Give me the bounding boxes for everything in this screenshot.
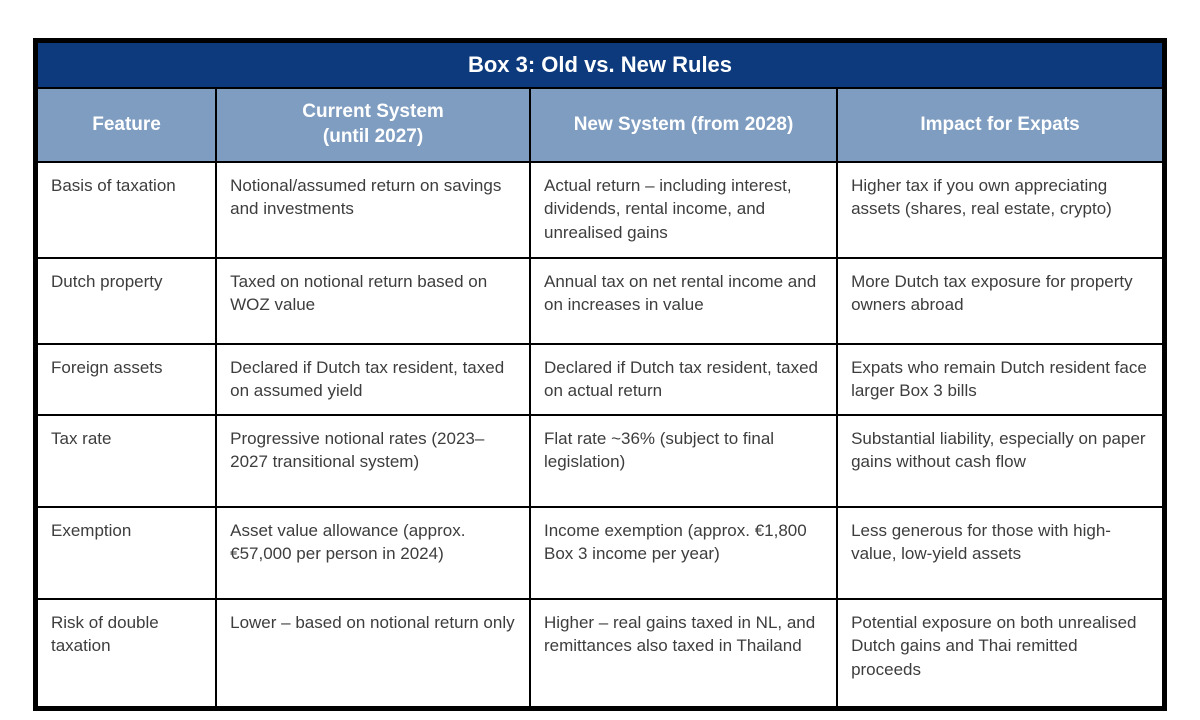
cell-impact: More Dutch tax exposure for property own… [836, 257, 1166, 345]
cell-current-system: Asset value allowance (approx. €57,000 p… [215, 505, 531, 600]
cell-current-system: Lower – based on notional return only [215, 597, 531, 710]
table-header-row: Feature Current System (until 2027) New … [34, 87, 1166, 163]
table-row: Risk of double taxation Lower – based on… [34, 597, 1166, 710]
column-header-impact: Impact for Expats [836, 87, 1166, 163]
cell-feature: Basis of taxation [34, 161, 218, 259]
cell-feature: Tax rate [34, 413, 218, 508]
cell-current-system: Taxed on notional return based on WOZ va… [215, 257, 531, 345]
table-row: Exemption Asset value allowance (approx.… [34, 505, 1166, 600]
column-header-current-system: Current System (until 2027) [215, 87, 531, 163]
cell-new-system: Actual return – including interest, divi… [528, 161, 839, 259]
cell-new-system: Flat rate ~36% (subject to final legisla… [528, 413, 839, 508]
cell-feature: Dutch property [34, 257, 218, 345]
cell-current-system: Notional/assumed return on savings and i… [215, 161, 531, 259]
table-title-row: Box 3: Old vs. New Rules [34, 39, 1166, 89]
column-header-feature: Feature [34, 87, 218, 163]
table-title: Box 3: Old vs. New Rules [34, 39, 1166, 89]
cell-impact: Less generous for those with high-value,… [836, 505, 1166, 600]
cell-current-system: Progressive notional rates (2023–2027 tr… [215, 413, 531, 508]
cell-feature: Exemption [34, 505, 218, 600]
box3-comparison-table: Box 3: Old vs. New Rules Feature Current… [33, 38, 1167, 712]
cell-impact: Higher tax if you own appreciating asset… [836, 161, 1166, 259]
table-row: Foreign assets Declared if Dutch tax res… [34, 343, 1166, 416]
cell-impact: Potential exposure on both unrealised Du… [836, 597, 1166, 710]
cell-impact: Expats who remain Dutch resident face la… [836, 343, 1166, 416]
cell-feature: Risk of double taxation [34, 597, 218, 710]
column-header-new-system: New System (from 2028) [528, 87, 839, 163]
cell-impact: Substantial liability, especially on pap… [836, 413, 1166, 508]
cell-new-system: Higher – real gains taxed in NL, and rem… [528, 597, 839, 710]
cell-current-system: Declared if Dutch tax resident, taxed on… [215, 343, 531, 416]
table-row: Basis of taxation Notional/assumed retur… [34, 161, 1166, 259]
table-row: Tax rate Progressive notional rates (202… [34, 413, 1166, 508]
cell-new-system: Income exemption (approx. €1,800 Box 3 i… [528, 505, 839, 600]
cell-feature: Foreign assets [34, 343, 218, 416]
cell-new-system: Declared if Dutch tax resident, taxed on… [528, 343, 839, 416]
table-row: Dutch property Taxed on notional return … [34, 257, 1166, 345]
cell-new-system: Annual tax on net rental income and on i… [528, 257, 839, 345]
